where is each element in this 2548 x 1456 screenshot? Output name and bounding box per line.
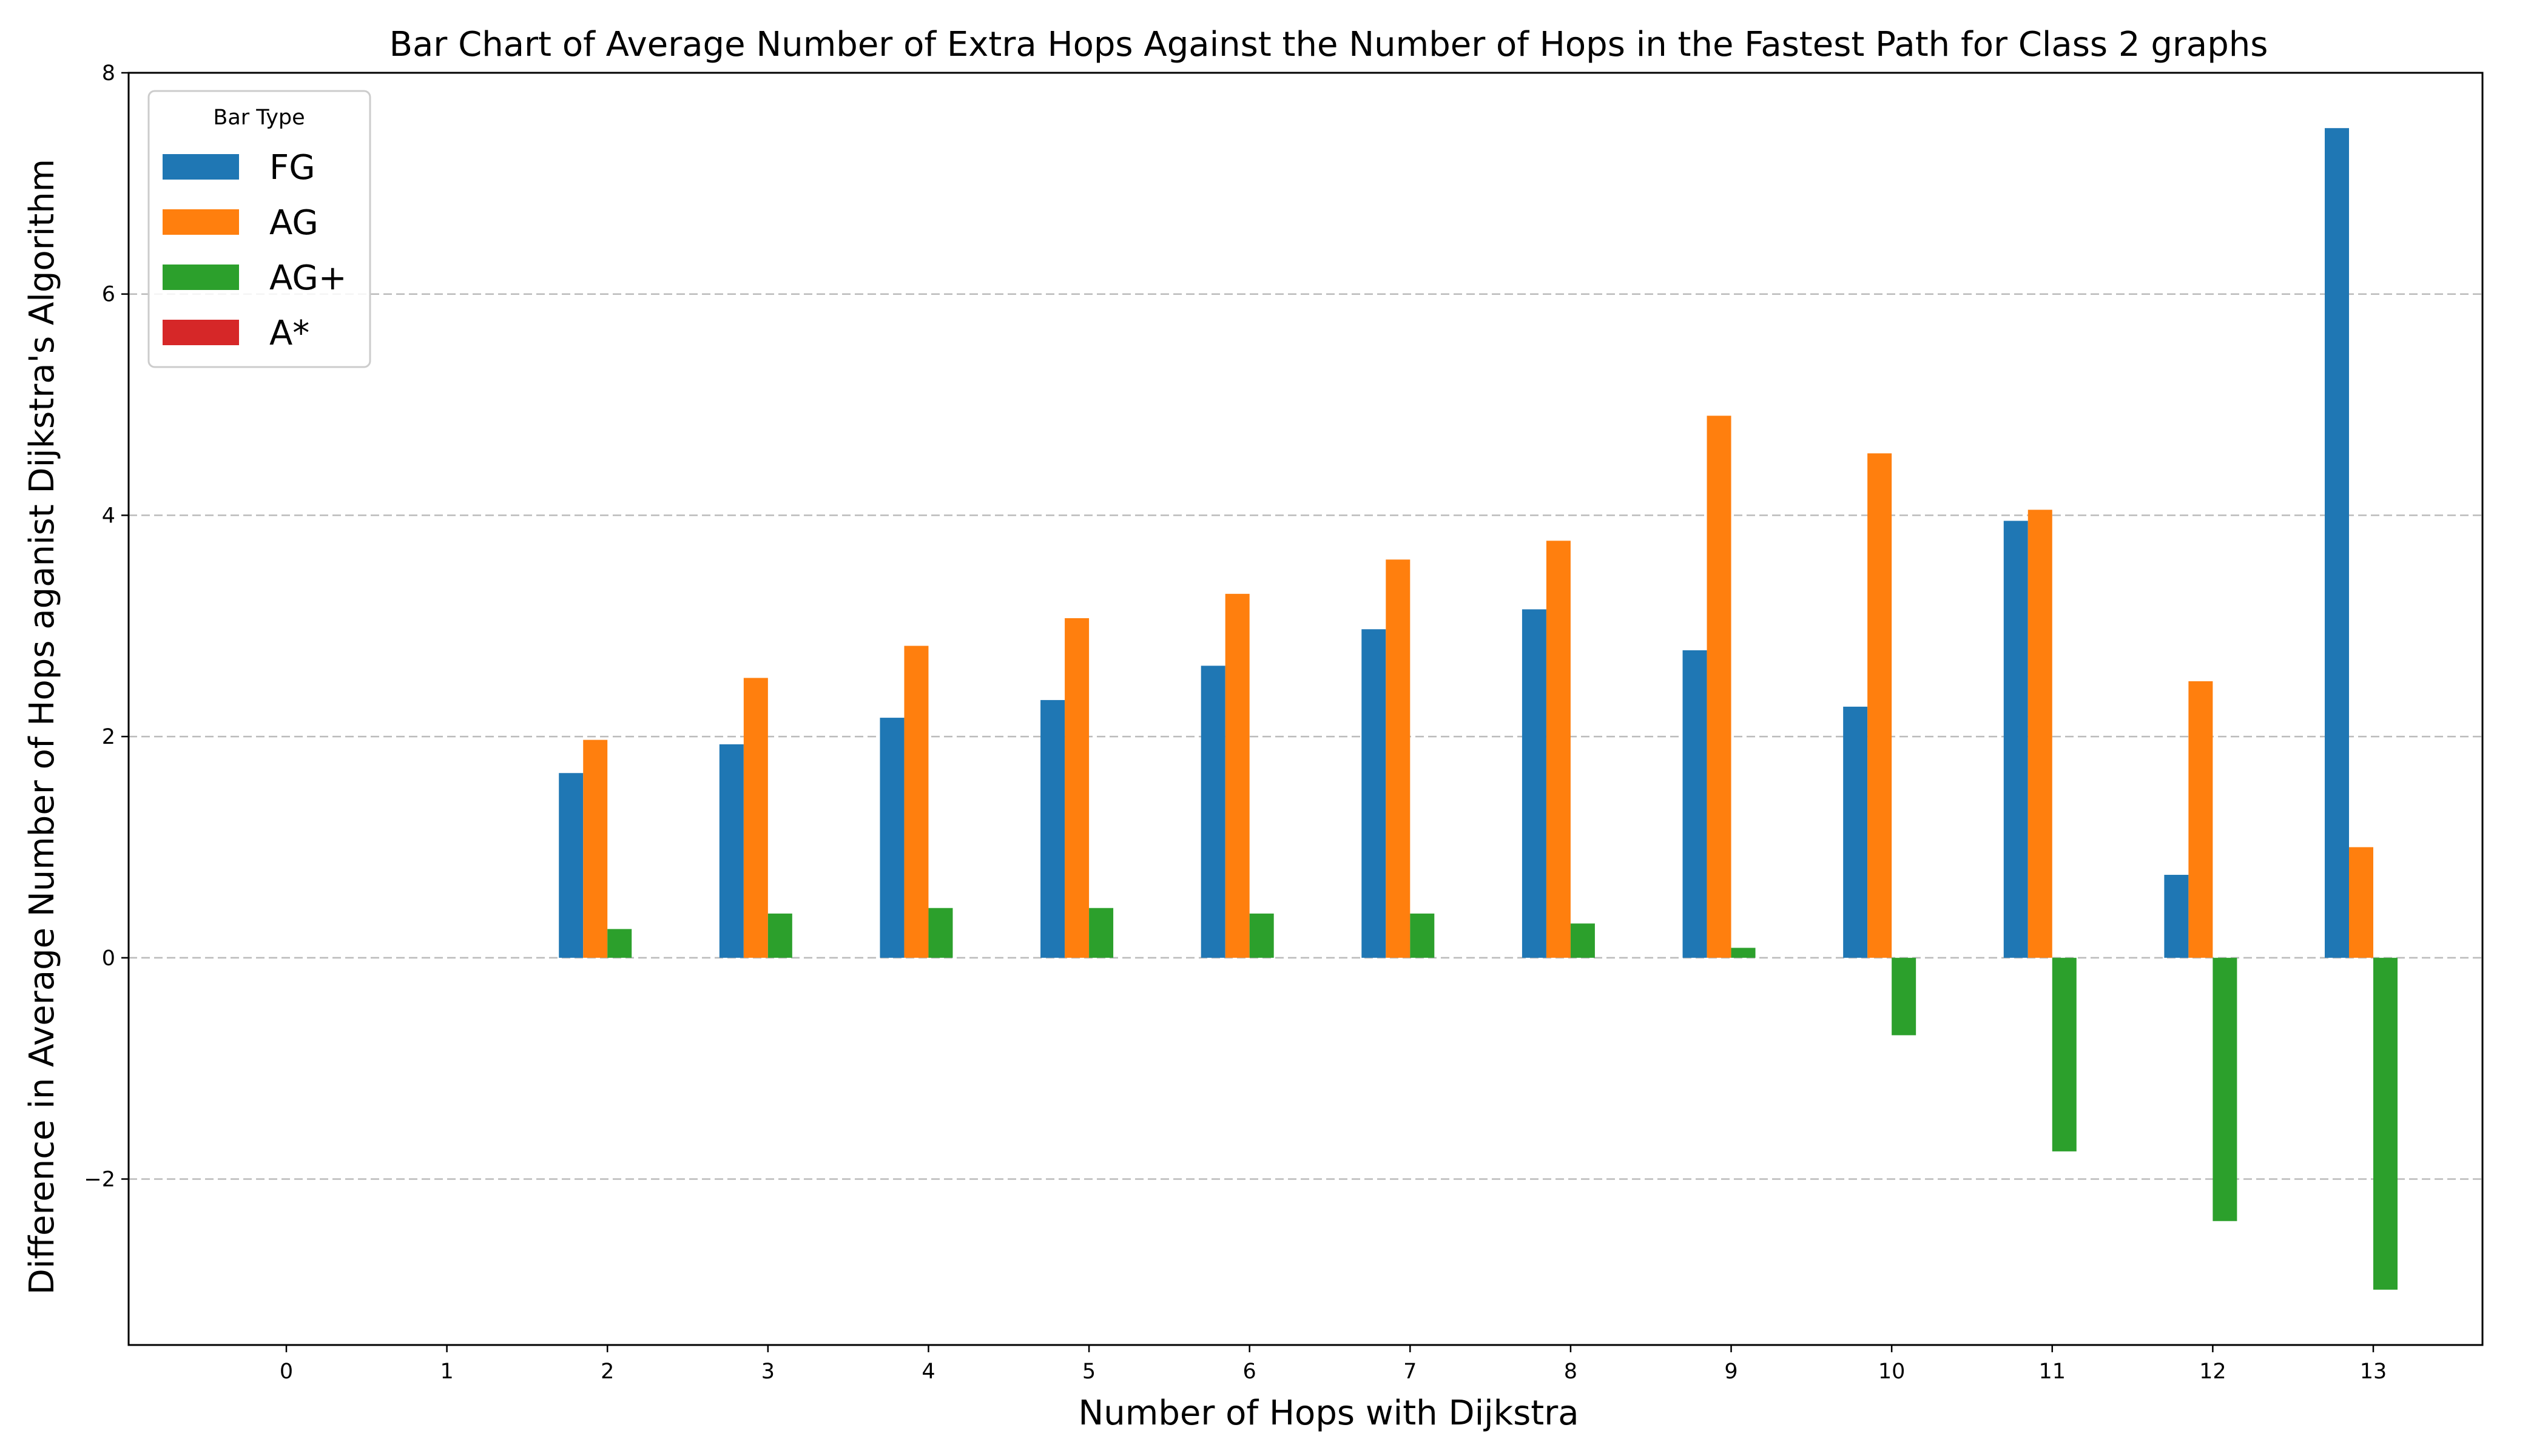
bar-fg-2 [559,773,584,958]
x-tick-label: 0 [280,1360,293,1384]
x-axis-label: Number of Hops with Dijkstra [1078,1394,1579,1433]
bar-ag--3 [767,913,792,958]
legend-title: Bar Type [213,106,305,130]
bar-ag-9 [1707,416,1731,958]
x-tick-label: 13 [2360,1360,2387,1384]
bar-ag--5 [1089,908,1114,958]
bar-fg-11 [2003,521,2028,958]
bar-ag-8 [1546,541,1571,958]
x-tick-label: 5 [1082,1360,1096,1384]
y-tick-label: 2 [102,725,115,749]
bar-ag--7 [1410,913,1435,958]
bar-ag--10 [1892,957,1916,1036]
chart-title: Bar Chart of Average Number of Extra Hop… [389,25,2268,64]
bar-fg-5 [1040,699,1065,958]
y-axis-label: Difference in Average Number of Hops aga… [22,159,62,1295]
bar-ag--8 [1570,923,1595,958]
bar-fg-7 [1361,629,1386,958]
bar-fg-3 [719,744,744,958]
bar-ag-10 [1867,453,1892,958]
legend-swatch [163,209,239,235]
bar-fg-6 [1201,666,1225,958]
bar-ag--6 [1249,913,1274,958]
legend-swatch [163,265,239,290]
bar-ag-5 [1065,618,1090,958]
bar-ag-12 [2188,681,2213,958]
y-tick-label: 6 [102,283,115,307]
y-tick-label: 0 [102,946,115,971]
x-tick-label: 11 [2038,1360,2066,1384]
bar-fg-4 [880,718,905,958]
legend-label: FG [269,148,315,187]
bar-ag-7 [1386,559,1410,958]
legend: Bar Type FG AG AG+ A* [147,90,371,368]
bars [559,128,2398,1290]
legend-swatch [163,320,239,345]
x-tick-label: 2 [601,1360,614,1384]
y-tick-label: −2 [84,1167,115,1191]
legend-label: AG+ [269,258,347,298]
x-tick-label: 4 [922,1360,935,1384]
y-tick-label: 4 [102,504,115,528]
bar-fg-13 [2325,128,2349,958]
x-tick-label: 1 [440,1360,453,1384]
legend-label: AG [269,203,318,243]
bar-fg-9 [1682,650,1707,958]
x-tick-label: 9 [1724,1360,1737,1384]
bar-fg-12 [2164,875,2189,958]
bar-ag-4 [904,645,929,958]
bar-ag--4 [928,908,953,958]
bar-ag--13 [2373,957,2398,1290]
bar-ag-11 [2027,510,2052,958]
x-tick-label: 6 [1243,1360,1256,1384]
bar-ag-3 [743,678,768,958]
x-tick-label: 3 [761,1360,775,1384]
x-tick-label: 12 [2199,1360,2226,1384]
bar-ag--11 [2052,957,2077,1151]
legend-label: A* [269,314,309,353]
bar-ag--12 [2213,957,2237,1221]
bar-ag-2 [583,740,608,958]
bar-ag-13 [2349,847,2373,958]
plot-frame [127,72,2484,1346]
bar-ag-6 [1225,593,1250,958]
y-tick-label: 8 [102,61,115,86]
legend-items: FG AG AG+ A* [163,148,347,353]
bar-fg-10 [1843,706,1868,958]
bar-ag--2 [607,929,632,958]
x-tick-label: 8 [1564,1360,1577,1384]
bar-fg-8 [1522,609,1546,958]
legend-swatch [163,154,239,180]
bar-ag--9 [1731,948,1756,958]
x-tick-label: 7 [1403,1360,1417,1384]
x-tick-label: 10 [1878,1360,1906,1384]
